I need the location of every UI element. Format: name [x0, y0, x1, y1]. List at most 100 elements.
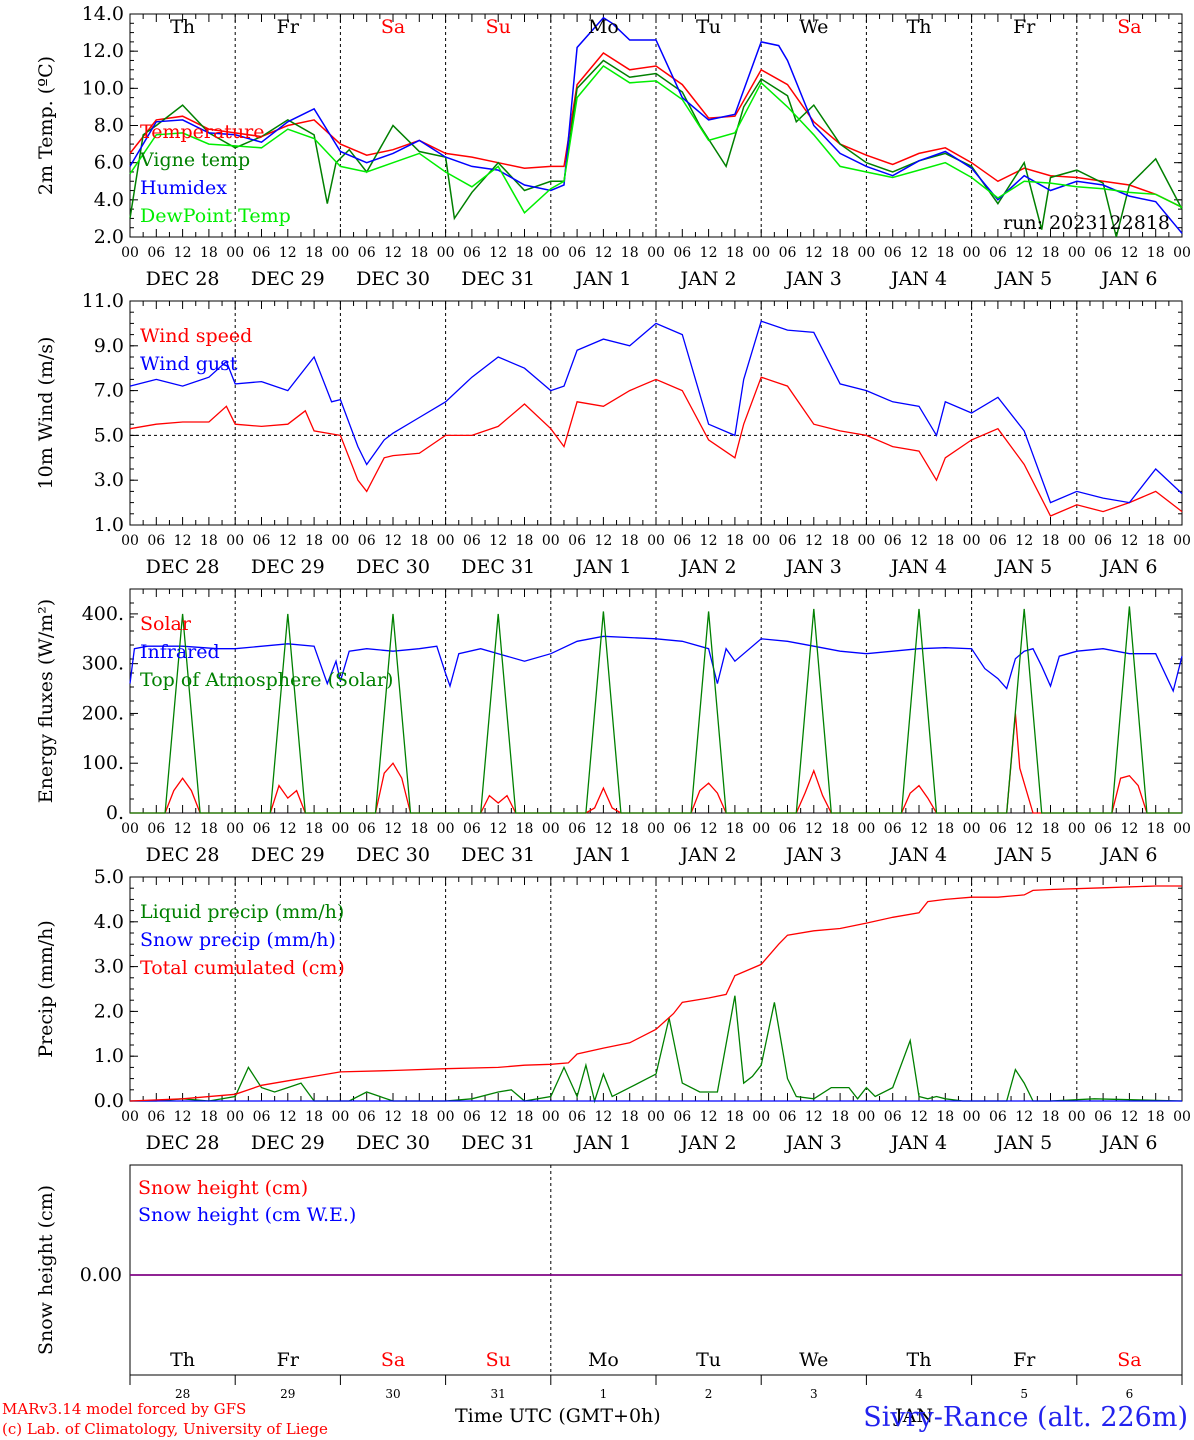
hour-tick-label: 18	[410, 1109, 428, 1125]
series-line	[129, 376, 1183, 517]
weekday-label: Tu	[696, 16, 721, 38]
day-number-label: 6	[1126, 1387, 1134, 1401]
model-credit: MARv3.14 model forced by GFS	[2, 1400, 247, 1418]
hour-tick-label: 06	[779, 533, 797, 549]
hour-tick-label: 12	[489, 245, 507, 261]
hour-tick-label: 12	[384, 245, 402, 261]
lab-credit: (c) Lab. of Climatology, University of L…	[2, 1420, 328, 1438]
hour-tick-label: 18	[305, 533, 323, 549]
hour-tick-label: 00	[437, 533, 455, 549]
y-tick-label: 5.0	[94, 866, 124, 888]
hour-tick-label: 18	[1042, 245, 1060, 261]
y-tick-label: 7.0	[94, 380, 124, 402]
weekday-label: Fr	[1013, 16, 1036, 38]
y-axis-label: 10m Wind (m/s)	[35, 337, 57, 490]
weekday-label: Tu	[696, 1349, 721, 1371]
hour-tick-label: 00	[121, 1109, 139, 1125]
hour-tick-label: 12	[279, 245, 297, 261]
hour-tick-label: 00	[226, 1109, 244, 1125]
legend-entry: Top of Atmosphere (Solar)	[140, 669, 393, 691]
weekday-label: Sa	[1117, 1349, 1141, 1371]
legend-entry: Liquid precip (mm/h)	[140, 901, 344, 923]
hour-tick-label: 00	[331, 533, 349, 549]
hour-tick-label: 06	[463, 1109, 481, 1125]
hour-tick-label: 12	[174, 245, 192, 261]
date-label: DEC 30	[356, 844, 430, 866]
hour-tick-label: 18	[831, 245, 849, 261]
hour-tick-label: 00	[542, 1109, 560, 1125]
hour-tick-label: 18	[516, 533, 534, 549]
hour-tick-label: 12	[279, 1109, 297, 1125]
hour-tick-label: 18	[1042, 1109, 1060, 1125]
hour-tick-label: 12	[910, 821, 928, 837]
weekday-label: Th	[170, 16, 195, 38]
hour-tick-label: 18	[200, 821, 218, 837]
y-tick-label: 0.	[106, 802, 124, 824]
date-label: JAN 2	[679, 1132, 737, 1154]
series-line	[129, 320, 1183, 504]
hour-tick-label: 18	[1147, 1109, 1165, 1125]
date-label: DEC 31	[461, 268, 535, 290]
hour-tick-label: 18	[621, 821, 639, 837]
date-label: DEC 31	[461, 844, 535, 866]
hour-tick-label: 12	[700, 1109, 718, 1125]
y-tick-label: 14.0	[82, 3, 124, 25]
hour-tick-label: 06	[884, 533, 902, 549]
y-axis-label: Snow height (cm)	[35, 1185, 57, 1355]
hour-tick-label: 06	[1094, 821, 1112, 837]
y-axis-label: Precip (mm/h)	[35, 920, 57, 1058]
date-label: JAN 4	[889, 556, 947, 578]
weekday-label: We	[799, 1349, 828, 1371]
hour-tick-label: 00	[1068, 533, 1086, 549]
hour-tick-label: 06	[673, 533, 691, 549]
hour-tick-label: 00	[857, 245, 875, 261]
y-tick-label: 400.	[82, 603, 124, 625]
y-tick-label: 100.	[82, 752, 124, 774]
hour-tick-label: 06	[147, 533, 165, 549]
hour-tick-label: 12	[174, 1109, 192, 1125]
date-label: JAN 4	[889, 268, 947, 290]
y-tick-label: 3.0	[94, 469, 124, 491]
date-label: DEC 29	[251, 1132, 325, 1154]
hour-tick-label: 18	[936, 1109, 954, 1125]
hour-tick-label: 06	[779, 1109, 797, 1125]
date-label: DEC 29	[251, 844, 325, 866]
hour-tick-label: 00	[857, 1109, 875, 1125]
y-tick-label: 10.0	[82, 77, 124, 99]
y-tick-label: 11.0	[82, 290, 124, 312]
date-label: JAN 4	[889, 844, 947, 866]
hour-tick-label: 06	[147, 245, 165, 261]
hour-tick-label: 12	[279, 533, 297, 549]
hour-tick-label: 06	[884, 1109, 902, 1125]
hour-tick-label: 12	[805, 533, 823, 549]
day-number-label: 30	[385, 1387, 400, 1401]
hour-tick-label: 06	[147, 1109, 165, 1125]
date-label: JAN 3	[784, 556, 842, 578]
hour-tick-label: 18	[305, 821, 323, 837]
panel-frame	[129, 300, 1183, 526]
hour-tick-label: 00	[1068, 1109, 1086, 1125]
date-label: JAN 2	[679, 268, 737, 290]
date-label: DEC 28	[146, 844, 220, 866]
hour-tick-label: 00	[963, 1109, 981, 1125]
hour-tick-label: 18	[410, 821, 428, 837]
hour-tick-label: 00	[857, 821, 875, 837]
y-tick-label: 1.0	[94, 1045, 124, 1067]
legend-entry: Total cumulated (cm)	[140, 957, 345, 979]
hour-tick-label: 06	[358, 533, 376, 549]
hour-tick-label: 06	[568, 821, 586, 837]
hour-tick-label: 18	[516, 821, 534, 837]
date-label: DEC 30	[356, 1132, 430, 1154]
series-line	[129, 59, 1183, 238]
y-axis-label: 2m Temp. (ºC)	[35, 56, 57, 195]
hour-tick-label: 06	[147, 821, 165, 837]
legend-entry: Snow height (cm)	[138, 1177, 308, 1199]
date-label: JAN 4	[889, 1132, 947, 1154]
hour-tick-label: 06	[884, 245, 902, 261]
hour-tick-label: 12	[489, 1109, 507, 1125]
hour-tick-label: 12	[1015, 533, 1033, 549]
hour-tick-label: 00	[1173, 245, 1191, 261]
legend-entry: DewPoint Temp	[140, 205, 291, 227]
day-number-label: 4	[915, 1387, 923, 1401]
